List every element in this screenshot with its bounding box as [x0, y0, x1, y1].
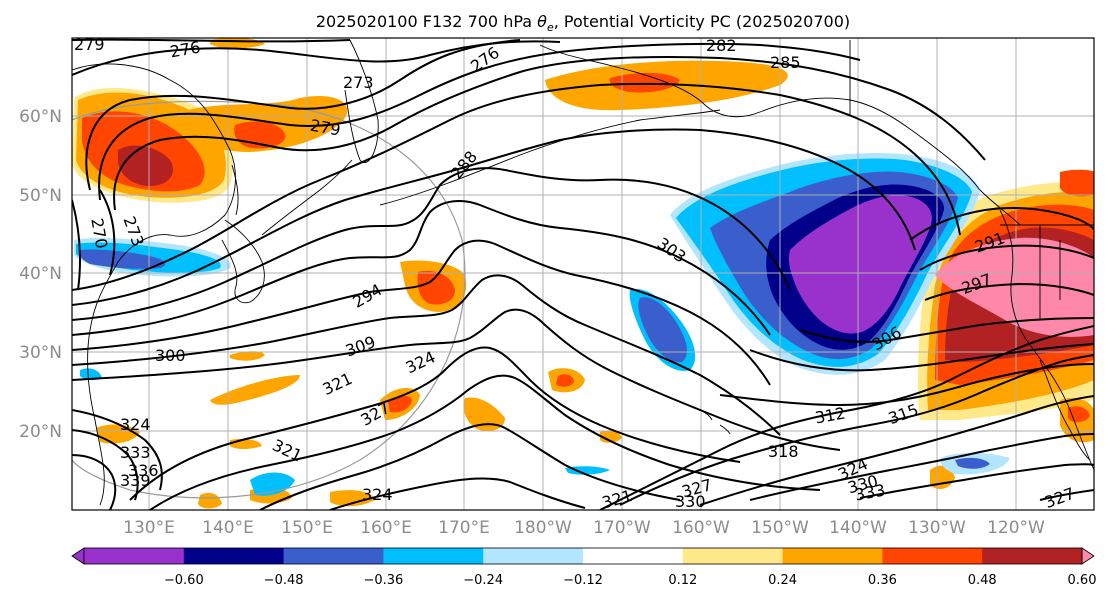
lon-label: 150°W: [751, 518, 809, 538]
colorbar-segment: [84, 548, 185, 564]
colorbar-segment: [283, 548, 384, 564]
contour-label: 273: [343, 73, 374, 92]
map-panel: 279 276 276 282 285 273 279 288 270 273 …: [72, 35, 1094, 512]
lon-label: 150°E: [281, 518, 333, 538]
lon-label: 130°E: [123, 518, 175, 538]
coast-asia: [72, 63, 236, 506]
coast-sakhalin: [231, 164, 239, 216]
coast-aleutian: [379, 109, 721, 206]
contour-label: 285: [770, 53, 801, 72]
pv-neg-asia-royal: [79, 249, 166, 269]
pv-blob-alaska-inner: [609, 72, 680, 93]
colorbar-segment: [383, 548, 484, 564]
colorbar-tick-label: −0.48: [264, 573, 304, 588]
map-frame: [71, 37, 1095, 511]
pv-neg-tropic-1: [250, 472, 295, 496]
contour-label: 276: [168, 37, 201, 61]
lat-label: 50°N: [19, 186, 62, 206]
contour-label: 279: [74, 35, 105, 54]
contour-label: 282: [706, 36, 737, 55]
pv-blob-uswest-pink: [935, 237, 1094, 337]
lon-label: 130°W: [908, 518, 966, 538]
pv-blob-midpac-4: [463, 397, 505, 432]
contour-label: 339: [120, 471, 151, 490]
colorbar-tick-label: 0.36: [868, 573, 897, 588]
lon-label: 160°W: [672, 518, 730, 538]
colorbar-tick-label: 0.60: [1068, 573, 1097, 588]
contour-label: 336: [128, 461, 159, 480]
contour-label: 324: [120, 415, 151, 434]
colorbar-extend-high: [1081, 547, 1095, 565]
lat-label: 20°N: [19, 422, 62, 442]
lon-label: 160°E: [360, 518, 412, 538]
coast-kamchatka: [344, 39, 379, 163]
lat-label: 60°N: [19, 107, 62, 127]
contour-label: 330: [675, 492, 706, 511]
colorbar-tick-label: −0.12: [563, 573, 603, 588]
pv-blob-subtrop-1: [210, 375, 300, 405]
colorbar-segment: [982, 548, 1083, 564]
colorbar-segment: [583, 548, 684, 564]
contour-label: 318: [768, 442, 799, 461]
pv-blob-midpac-1-inner: [417, 270, 455, 305]
pv-blob-south-2: [330, 490, 375, 507]
coast-japan: [221, 219, 265, 304]
lat-label: 40°N: [19, 264, 62, 284]
coast-us-borders: [1000, 224, 1094, 320]
coast-baja: [1039, 359, 1091, 461]
pv-negative-shading: [74, 153, 1010, 496]
lon-label: 140°W: [829, 518, 887, 538]
colorbar-outline: [83, 547, 1083, 565]
lon-label: 180°W: [514, 518, 572, 538]
colorbar-tick-label: −0.36: [363, 573, 403, 588]
contour-label: 333: [120, 443, 151, 462]
colorbar-segment: [782, 548, 883, 564]
lon-label: 140°E: [202, 518, 254, 538]
colorbar-tick-label: 0.12: [668, 573, 697, 588]
pv-neg-tropic-3: [955, 457, 990, 469]
pv-blob-south-3: [198, 492, 222, 509]
pv-neg-west-edge: [80, 368, 102, 381]
colorbar-segment: [682, 548, 784, 564]
colorbar-segment: [483, 548, 584, 564]
colorbar-extend-low: [71, 547, 85, 565]
pv-neg-central-inner: [638, 297, 687, 363]
lon-label: 170°E: [438, 518, 490, 538]
contour-label: 324: [362, 485, 393, 504]
contour-label: 321: [600, 486, 634, 512]
coast-uswest: [999, 209, 1094, 471]
contour-label: 300: [155, 346, 186, 365]
colorbar-tick-label: 0.24: [768, 573, 797, 588]
colorbar-tick-label: 0.48: [968, 573, 997, 588]
theta-e-contours: [72, 38, 1094, 510]
graticule: [72, 38, 1094, 510]
longitude-labels: 130°E 140°E 150°E 160°E 170°E 180°W 170°…: [123, 518, 1045, 538]
lon-label: 120°W: [987, 518, 1045, 538]
colorbar-tick-label: −0.60: [164, 573, 204, 588]
figure-title: 2025020100 F132 700 hPa θe, Potential Vo…: [316, 12, 850, 34]
pv-blob-midpac-2-inner: [388, 395, 412, 413]
pv-blob-canada: [1060, 169, 1094, 197]
pv-neg-tropic-4: [565, 466, 610, 475]
colorbar-tick-label: −0.24: [463, 573, 503, 588]
colorbar: −0.60 −0.48 −0.36 −0.24 −0.12 0.12 0.24 0.36 0.4…: [71, 547, 1097, 588]
latitude-labels: 60°N 50°N 40°N 30°N 20°N: [19, 107, 62, 442]
pv-blob-midpac-3-inner: [556, 374, 574, 387]
pv-neg-main-purple: [789, 195, 932, 334]
lat-label: 30°N: [19, 343, 62, 363]
lon-label: 170°W: [593, 518, 651, 538]
coast-kuril: [261, 159, 353, 236]
colorbar-segment: [882, 548, 983, 564]
colorbar-segment: [183, 548, 285, 564]
pv-blob-subtrop-2: [230, 351, 265, 361]
